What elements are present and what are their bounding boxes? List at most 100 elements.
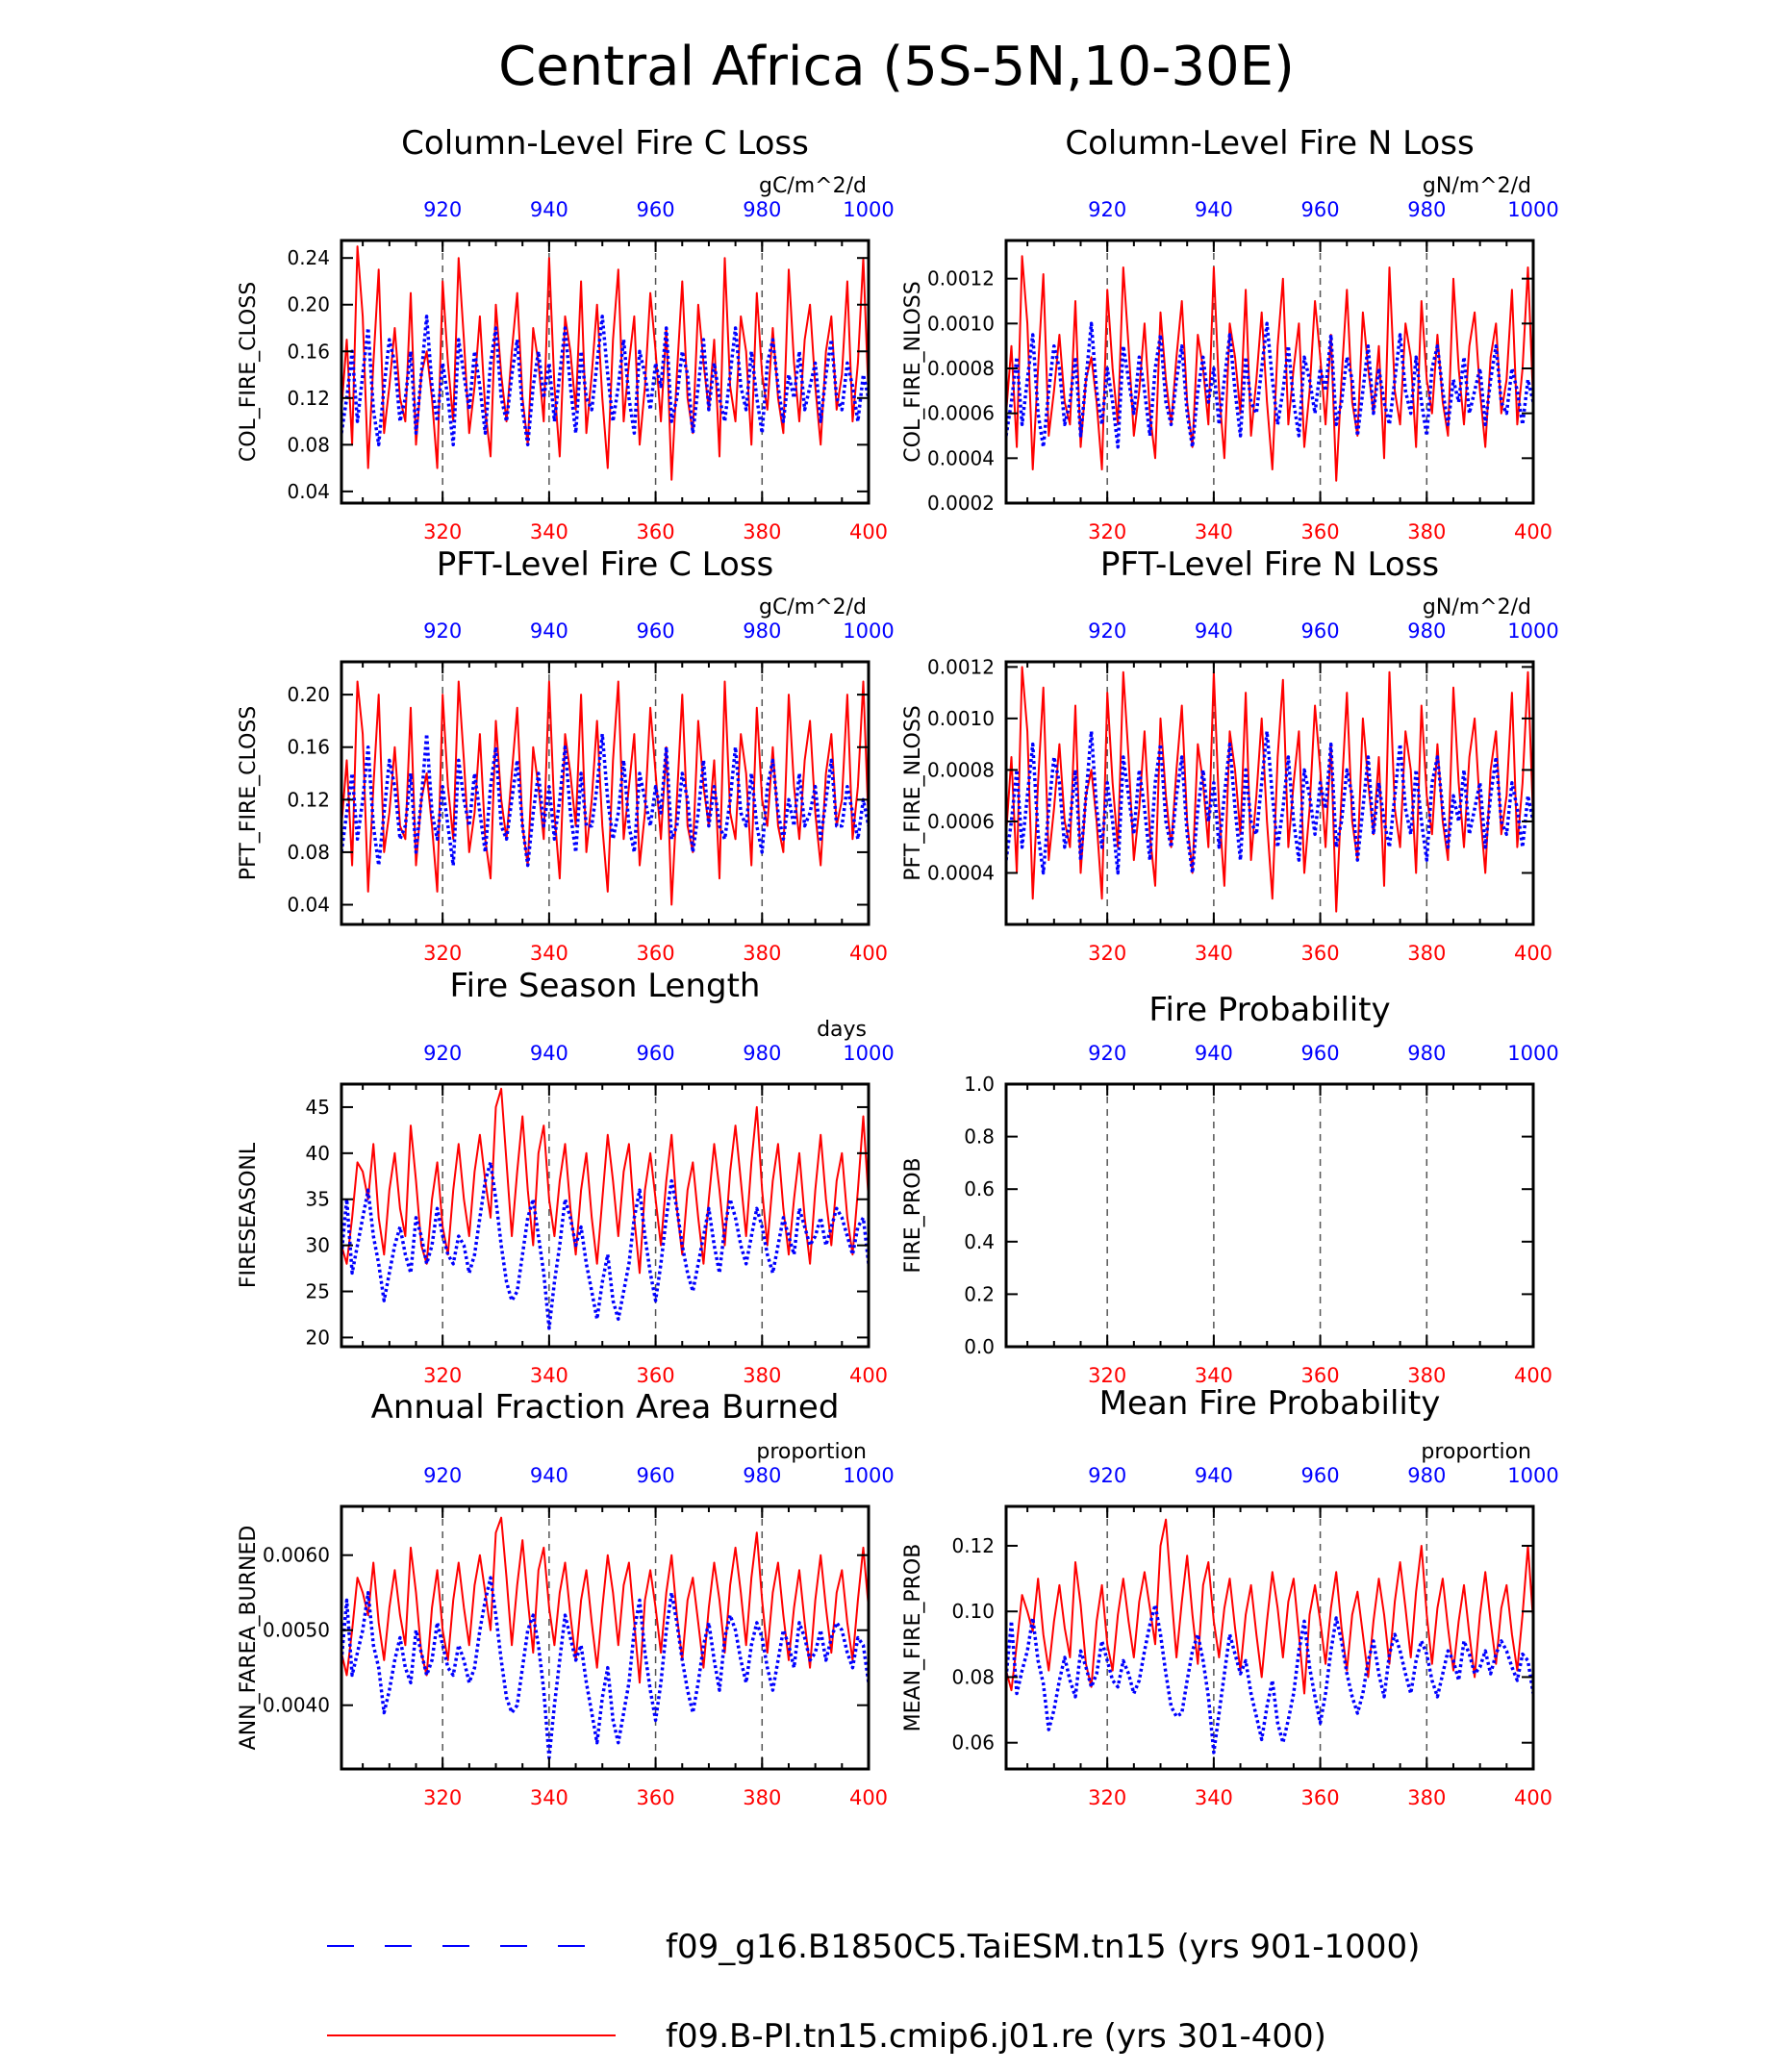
x-tick-label-bottom: 360 [1301,520,1340,543]
x-tick-label-top: 920 [1088,619,1126,643]
x-tick-label-bottom: 320 [423,942,462,965]
series-line-blue [341,315,869,447]
x-tick-label-bottom: 320 [1088,520,1126,543]
chart-panel: Column-Level Fire C Loss gC/m^2/d COL_FIRE… [237,124,895,543]
plot-frame [340,1504,870,1771]
y-tick-label: 0.20 [287,293,330,316]
legend-label: f09_g16.B1850C5.TaiESM.tn15 (yrs 901-100… [666,1928,1420,1966]
y-tick-label: 0.12 [287,387,330,410]
x-tick-label-top: 960 [637,198,675,221]
chart-panel: Fire Probability FIRE_PROB 320 340 360 380 400… [901,991,1559,1387]
panel-title: Column-Level Fire C Loss [401,124,809,163]
x-tick-label-bottom: 400 [849,520,888,543]
x-tick-label-top: 980 [743,1042,781,1065]
x-tick-label-bottom: 340 [1195,1786,1233,1809]
x-tick-label-top: 1000 [843,1464,894,1487]
x-tick-label-top: 940 [530,1464,568,1487]
x-tick-label-bottom: 320 [1088,942,1126,965]
y-tick-label: 0.2 [964,1282,995,1305]
y-tick-label: 0.04 [287,480,330,503]
series-line-blue [1006,1603,1533,1755]
x-tick-label-top: 960 [1301,619,1340,643]
x-tick-label-bottom: 360 [637,1786,675,1809]
y-axis-label: FIRESEASONL [237,1142,261,1288]
plot-frame [1004,239,1535,505]
series-line-red [341,680,869,906]
x-tick-label-bottom: 380 [743,1786,781,1809]
x-tick-label-bottom: 400 [849,1364,888,1387]
y-tick-label: 0.0006 [927,810,995,833]
x-tick-label-top: 920 [1088,1464,1126,1487]
y-tick-label: 0.0012 [927,655,995,678]
series-line-blue [341,732,869,868]
plot-frame [340,660,870,926]
series-line-red [1006,1518,1533,1695]
x-tick-label-top: 960 [637,619,675,643]
x-tick-label-top: 1000 [1507,198,1558,221]
x-tick-label-top: 980 [743,1464,781,1487]
y-tick-label: 20 [306,1326,330,1349]
y-tick-label: 45 [306,1096,330,1119]
y-tick-label: 0.4 [964,1230,995,1253]
x-tick-label-bottom: 360 [637,520,675,543]
x-tick-label-top: 960 [1301,198,1340,221]
chart-panel: Fire Season Length days FIRESEASONL 320 340 3… [237,967,895,1387]
y-tick-label: 0.0040 [263,1694,330,1717]
x-tick-label-top: 940 [1195,1042,1233,1065]
x-tick-label-top: 960 [637,1464,675,1487]
legend: f09_g16.B1850C5.TaiESM.tn15 (yrs 901-100… [327,1928,1420,2056]
y-tick-label: 0.0002 [927,492,995,515]
y-tick-label: 30 [306,1234,330,1257]
y-tick-label: 40 [306,1142,330,1165]
x-tick-label-bottom: 380 [1407,942,1446,965]
x-tick-label-bottom: 320 [423,1786,462,1809]
y-tick-label: 0.08 [951,1665,995,1688]
units-label: days [817,1018,867,1042]
x-tick-label-bottom: 340 [530,1364,568,1387]
x-tick-label-bottom: 340 [1195,1364,1233,1387]
series-line-red [341,1087,869,1275]
y-tick-label: 0.0012 [927,267,995,291]
plot-frame [1004,1504,1535,1771]
y-tick-label: 0.08 [287,841,330,864]
x-tick-label-bottom: 400 [1514,942,1552,965]
series-line-red [1006,666,1533,913]
legend-label: f09.B-PI.tn15.cmip6.j01.re (yrs 301-400) [666,2017,1326,2056]
panel-title: PFT-Level Fire C Loss [437,545,774,584]
x-tick-label-top: 960 [637,1042,675,1065]
units-label: proportion [756,1440,867,1464]
y-tick-label: 25 [306,1280,330,1303]
x-tick-label-bottom: 400 [849,942,888,965]
units-label: proportion [1421,1440,1531,1464]
plot-frame [1004,1082,1535,1349]
panel-title: Fire Probability [1148,991,1390,1029]
x-tick-label-top: 980 [743,619,781,643]
plot-frame [1004,660,1535,926]
panels: Column-Level Fire C Loss gC/m^2/d COL_FIRE… [237,124,1559,1809]
x-tick-label-bottom: 320 [423,520,462,543]
chart-panel: Mean Fire Probability proportion MEAN_FIRE… [901,1384,1559,1809]
panel-title: Mean Fire Probability [1099,1384,1441,1423]
x-tick-label-top: 920 [1088,1042,1126,1065]
x-tick-label-top: 940 [1195,1464,1233,1487]
series-line-red [341,245,869,481]
y-axis-label: COL_FIRE_CLOSS [237,282,261,462]
x-tick-label-bottom: 400 [1514,1786,1552,1809]
series-line-blue [341,1576,869,1760]
units-label: gN/m^2/d [1423,595,1531,619]
y-axis-label: ANN_FAREA_BURNED [237,1526,261,1751]
x-tick-label-top: 940 [530,1042,568,1065]
x-tick-label-top: 980 [1407,1464,1446,1487]
panel-title: Fire Season Length [450,967,761,1005]
x-tick-label-top: 920 [423,1464,462,1487]
panel-title: Annual Fraction Area Burned [371,1388,840,1427]
y-tick-label: 0.0050 [263,1619,330,1642]
x-tick-label-bottom: 380 [743,942,781,965]
figure-title: Central Africa (5S-5N,10-30E) [498,36,1295,98]
y-tick-label: 0.08 [287,433,330,456]
units-label: gC/m^2/d [759,174,867,198]
x-tick-label-bottom: 360 [637,942,675,965]
x-tick-label-bottom: 380 [1407,1786,1446,1809]
y-axis-label: PFT_FIRE_NLOSS [901,705,925,880]
y-tick-label: 0.12 [951,1534,995,1557]
